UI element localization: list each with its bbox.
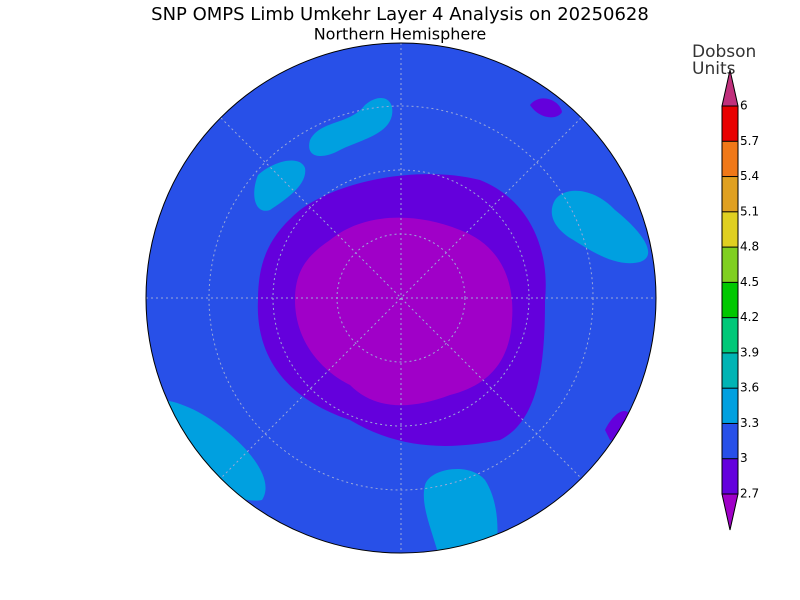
map-region (423, 469, 498, 553)
map-region (309, 97, 393, 156)
colorbar-segment (722, 317, 738, 353)
colorbar-segment (722, 352, 738, 389)
colorbar-tick-label: 5.7 (740, 134, 759, 148)
map-region (530, 98, 562, 118)
map-border (145, 42, 657, 554)
colorbar-segment (722, 282, 738, 318)
colorbar: 2.7 3 3.3 3.6 3.9 4.2 4.5 4.8 5.1 5.4 5.7 6 (721, 69, 759, 531)
colorbar-tick-label: 4.2 (740, 310, 759, 324)
colorbar-tick-label: 6 (740, 99, 748, 113)
colorbar-segment (722, 176, 738, 212)
map-region (295, 217, 513, 406)
colorbar-segment (722, 247, 738, 283)
colorbar-segment (722, 211, 738, 248)
colorbar-tick-label: 4.8 (740, 240, 759, 254)
colorbar-segment (722, 106, 738, 142)
colorbar-tick-label: 3.3 (740, 416, 759, 430)
colorbar-tick-label: 3 (740, 451, 748, 465)
colorbar-tick-label: 4.5 (740, 275, 759, 289)
colorbar-segment (722, 458, 738, 494)
colorbar-segment (722, 388, 738, 424)
map-region (605, 410, 630, 441)
colorbar-tick-label: 2.7 (740, 487, 759, 501)
colorbar-extension (721, 493, 739, 531)
map (146, 43, 656, 553)
colorbar-tick-label: 3.6 (740, 381, 759, 395)
map-region (254, 160, 306, 211)
colorbar-label: Dobson (692, 42, 756, 62)
colorbar-tick-label: 3.9 (740, 345, 759, 359)
colorbar-label: Units (692, 59, 736, 79)
graticule (146, 43, 656, 553)
title: SNP OMPS Limb Umkehr Layer 4 Analysis on… (151, 4, 649, 25)
colorbar-segment (722, 423, 738, 459)
colorbar-tick-label: 5.4 (740, 169, 759, 183)
map-region (551, 190, 649, 264)
colorbar-segment (722, 141, 738, 177)
subtitle: Northern Hemisphere (314, 25, 487, 44)
colorbar-tick-label: 5.1 (740, 204, 759, 218)
